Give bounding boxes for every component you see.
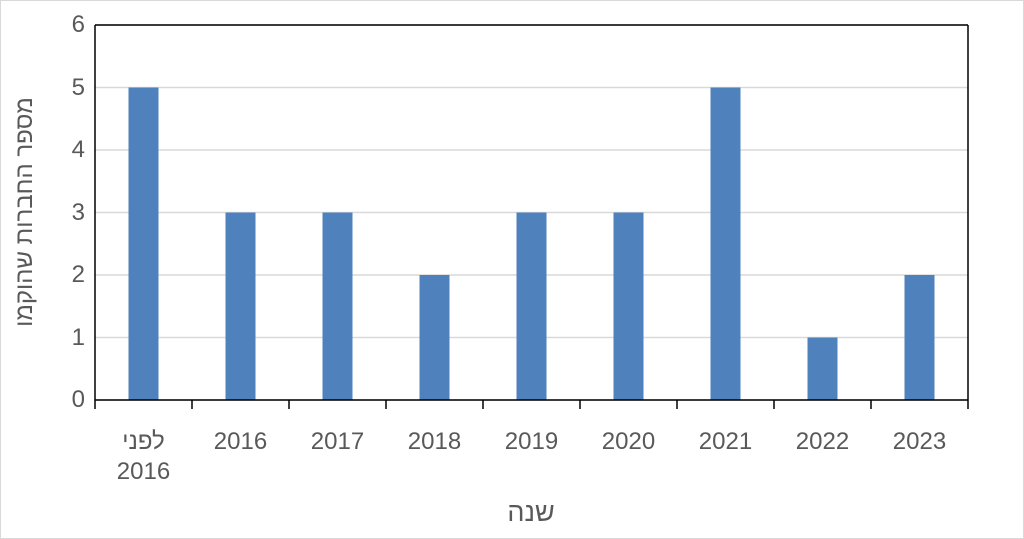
y-axis-label: מספר החברות שהוקמו bbox=[11, 97, 38, 327]
x-tick-label: 2016 bbox=[213, 428, 268, 455]
bar bbox=[613, 212, 644, 400]
x-tick-label: לפני 2016 bbox=[116, 428, 171, 485]
x-tick-label: 2021 bbox=[698, 428, 753, 455]
y-tick-label: 2 bbox=[71, 261, 85, 288]
bar bbox=[807, 337, 838, 400]
x-tick-label: 2018 bbox=[407, 428, 462, 455]
bar bbox=[128, 87, 159, 400]
bar bbox=[904, 275, 935, 400]
bar bbox=[419, 275, 450, 400]
bar bbox=[225, 212, 256, 400]
y-tick-label: 0 bbox=[71, 386, 85, 413]
x-tick-label: 2019 bbox=[504, 428, 559, 455]
x-tick-label: 2022 bbox=[795, 428, 850, 455]
bar bbox=[710, 87, 741, 400]
y-tick-label: 1 bbox=[71, 323, 85, 351]
x-tick-label: 2017 bbox=[310, 428, 365, 455]
bar bbox=[516, 212, 547, 400]
x-tick-label: 2020 bbox=[601, 428, 656, 455]
y-tick-label: 5 bbox=[71, 73, 85, 101]
y-tick-label: 3 bbox=[71, 198, 85, 226]
x-tick-label: 2023 bbox=[892, 428, 947, 455]
y-tick-label: 6 bbox=[71, 11, 85, 38]
bar bbox=[322, 212, 353, 400]
y-tick-label: 4 bbox=[71, 136, 85, 163]
x-axis-label: שנה bbox=[507, 497, 555, 527]
